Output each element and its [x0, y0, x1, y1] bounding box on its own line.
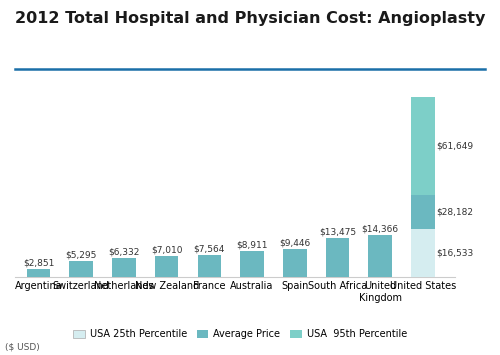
- Text: $61,649: $61,649: [436, 141, 474, 150]
- Text: $8,911: $8,911: [236, 240, 268, 249]
- Bar: [198, 255, 221, 277]
- Text: $7,564: $7,564: [194, 244, 225, 253]
- Legend: USA 25th Percentile, Average Price, USA  95th Percentile: USA 25th Percentile, Average Price, USA …: [70, 325, 410, 343]
- Bar: [26, 269, 50, 277]
- Bar: [368, 235, 392, 277]
- Bar: [283, 249, 306, 277]
- Bar: [326, 237, 349, 277]
- Text: 2012 Total Hospital and Physician Cost: Angioplasty: 2012 Total Hospital and Physician Cost: …: [15, 11, 486, 26]
- Text: $5,295: $5,295: [66, 251, 97, 260]
- Text: $14,366: $14,366: [362, 224, 399, 234]
- Text: $16,533: $16,533: [436, 248, 474, 257]
- Bar: [112, 258, 136, 277]
- Text: $7,010: $7,010: [151, 246, 182, 255]
- Bar: [411, 195, 434, 229]
- Bar: [155, 256, 178, 277]
- Text: ($ USD): ($ USD): [5, 343, 40, 351]
- Bar: [411, 229, 434, 277]
- Text: $28,182: $28,182: [436, 207, 474, 216]
- Bar: [240, 251, 264, 277]
- Text: $2,851: $2,851: [23, 258, 54, 267]
- Text: $6,332: $6,332: [108, 248, 140, 257]
- Bar: [70, 261, 93, 277]
- Bar: [411, 97, 434, 195]
- Text: $9,446: $9,446: [279, 239, 310, 248]
- Text: $13,475: $13,475: [319, 227, 356, 236]
